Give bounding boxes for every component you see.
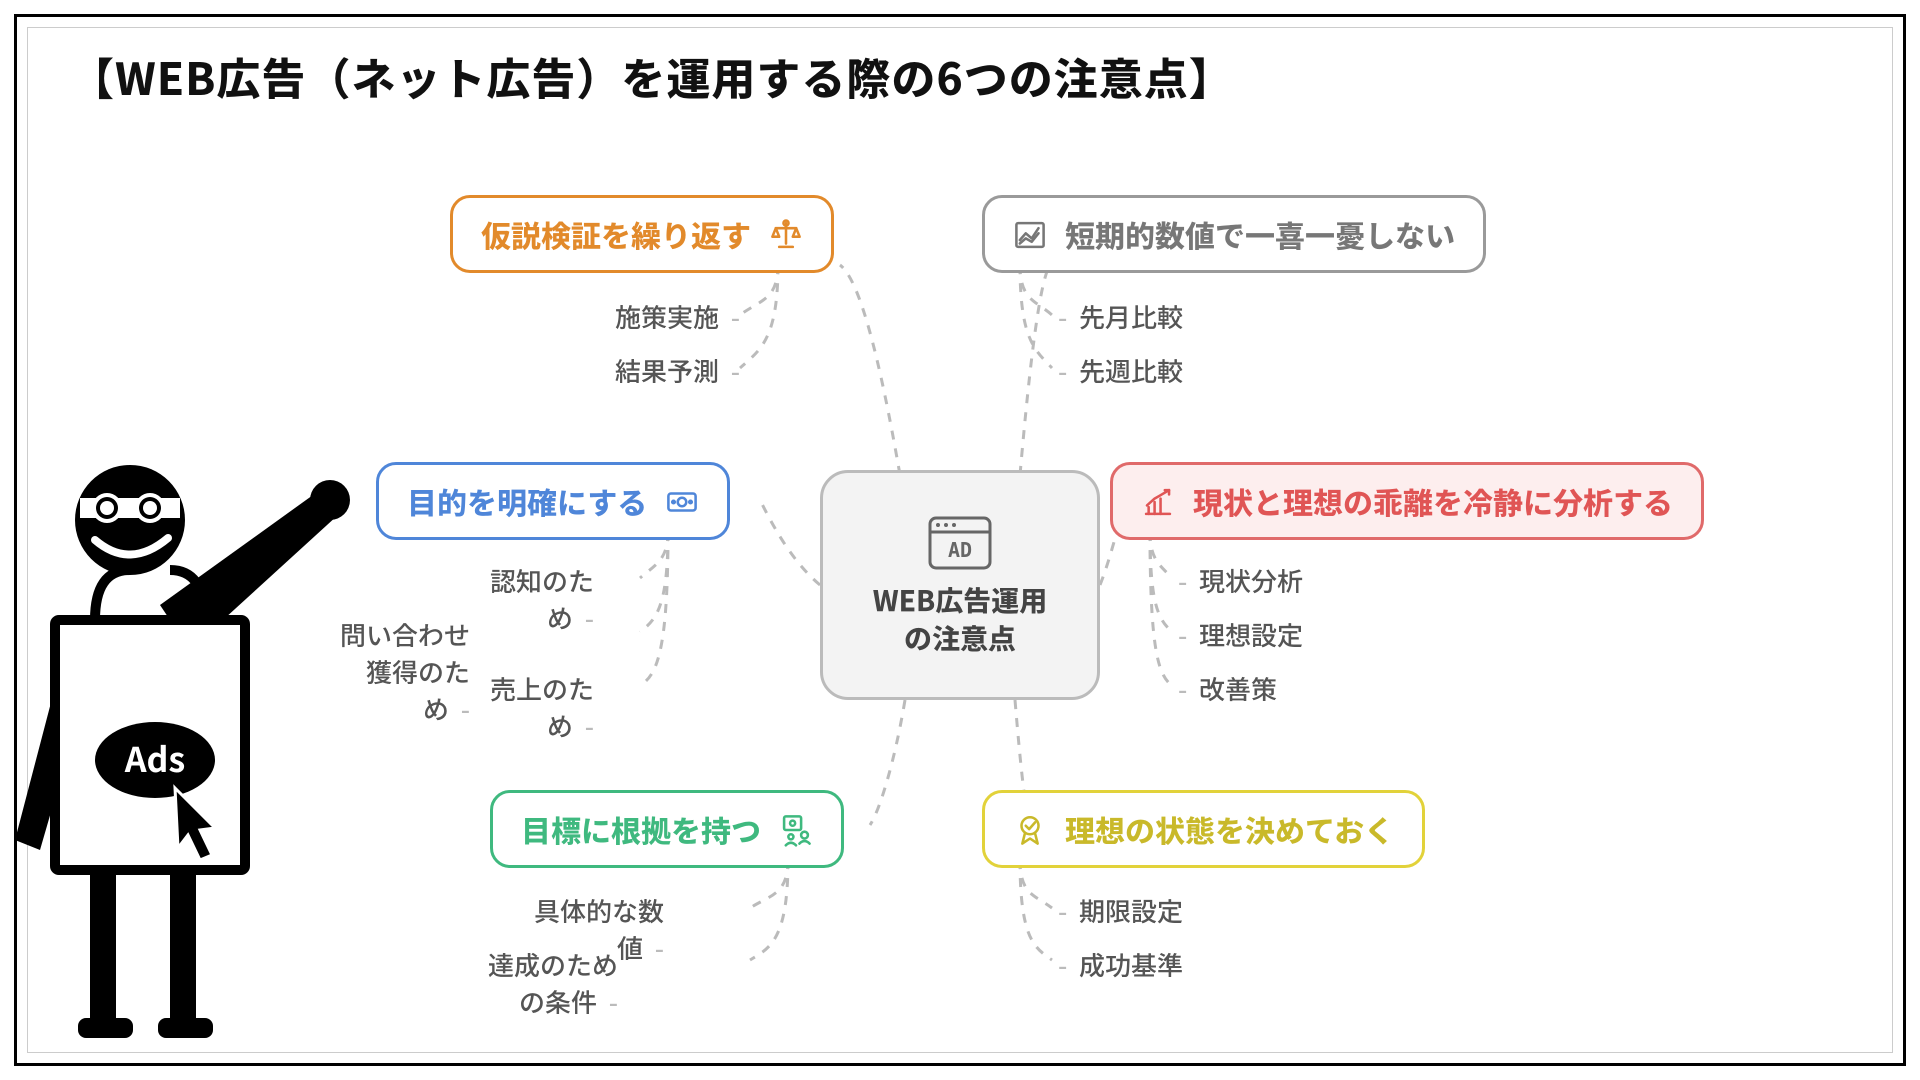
- sub-gap-1: - 理想設定: [1178, 616, 1303, 653]
- node-label: 目標に根拠を持つ: [521, 807, 761, 851]
- svg-text:AD: AD: [948, 538, 972, 562]
- node-hypothesis: 仮説検証を繰り返す: [450, 195, 834, 273]
- central-label: WEB広告運用の注意点: [873, 582, 1048, 658]
- node-label: 理想の状態を決めておく: [1065, 807, 1394, 851]
- node-label: 目的を明確にする: [407, 479, 647, 523]
- node-ideal: 理想の状態を決めておく: [982, 790, 1425, 868]
- sub-ideal-1: - 成功基準: [1058, 946, 1183, 983]
- line-chart-icon: [1013, 217, 1047, 251]
- mascot-illustration: Ads: [0, 420, 360, 1060]
- ad-window-icon: AD: [926, 512, 994, 572]
- sub-purpose-0: 認知のため -: [464, 562, 594, 636]
- node-purpose: 目的を明確にする: [376, 462, 730, 540]
- sub-grounds-1: 達成のための条件 -: [488, 946, 618, 1020]
- sub-shortterm-1: - 先週比較: [1058, 352, 1183, 389]
- sub-shortterm-0: - 先月比較: [1058, 298, 1183, 335]
- node-label: 仮説検証を繰り返す: [481, 212, 751, 256]
- node-label: 現状と理想の乖離を冷静に分析する: [1193, 479, 1673, 523]
- slide-title: 【WEB広告（ネット広告）を運用する際の6つの注意点】: [70, 44, 1234, 108]
- central-node: AD WEB広告運用の注意点: [820, 470, 1100, 700]
- sub-purpose-2: 売上のため -: [464, 670, 594, 744]
- mascot-badge-text: Ads: [124, 733, 186, 782]
- node-shortterm: 短期的数値で一喜一憂しない: [982, 195, 1486, 273]
- node-label: 短期的数値で一喜一憂しない: [1065, 212, 1455, 256]
- balance-scale-icon: [769, 217, 803, 251]
- target-people-icon: [779, 812, 813, 846]
- sub-hypothesis-1: 結果予測 -: [610, 352, 740, 389]
- cash-eye-icon: [665, 484, 699, 518]
- ribbon-check-icon: [1013, 812, 1047, 846]
- node-gap: 現状と理想の乖離を冷静に分析する: [1110, 462, 1704, 540]
- sub-hypothesis-0: 施策実施 -: [610, 298, 740, 335]
- sub-gap-2: - 改善策: [1178, 670, 1277, 707]
- sub-gap-0: - 現状分析: [1178, 562, 1303, 599]
- sub-ideal-0: - 期限設定: [1058, 892, 1183, 929]
- node-grounds: 目標に根拠を持つ: [490, 790, 844, 868]
- growth-chart-icon: [1141, 484, 1175, 518]
